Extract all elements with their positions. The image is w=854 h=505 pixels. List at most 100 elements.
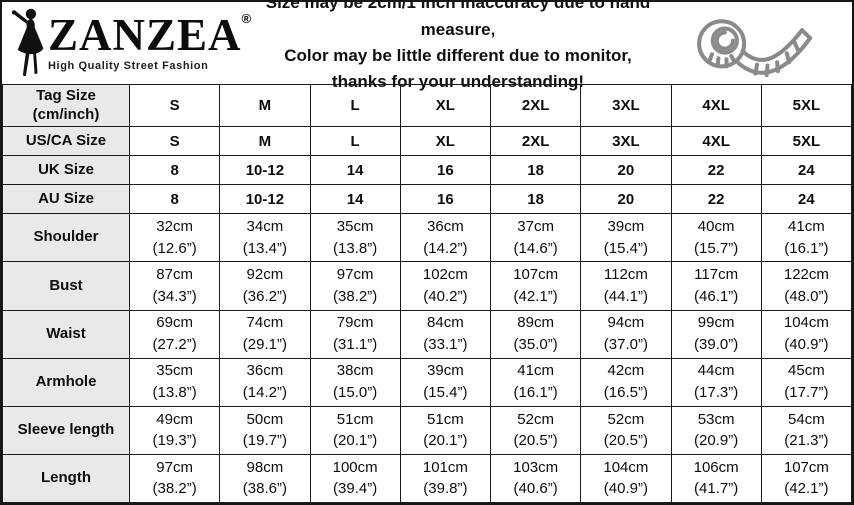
size-cell: 20 [580, 155, 672, 186]
measure-cell: 84cm (33.1”) [399, 309, 492, 359]
measure-cell: 100cm (39.4”) [309, 453, 401, 503]
size-cell: 4XL [670, 83, 762, 128]
measure-cell: 69cm (27.2”) [128, 309, 221, 359]
row-label-armhole: Armhole [2, 357, 130, 407]
size-cell: 2XL [489, 126, 582, 157]
size-cell: 16 [399, 155, 492, 186]
measure-cell: 103cm (40.6”) [489, 453, 582, 503]
size-cell: 18 [489, 184, 582, 215]
row-label-bust: Bust [2, 261, 130, 311]
measure-cell: 97cm (38.2”) [309, 261, 401, 311]
size-cell: S [128, 83, 221, 128]
measure-cell: 39cm (15.4”) [580, 213, 672, 263]
measure-cell: 39cm (15.4”) [399, 357, 492, 407]
measure-cell: 87cm (34.3”) [128, 261, 221, 311]
measure-cell: 99cm (39.0”) [670, 309, 762, 359]
row-label-length: Length [2, 453, 130, 503]
measure-cell: 104cm (40.9”) [580, 453, 672, 503]
measure-cell: 51cm (20.1”) [309, 405, 401, 455]
size-cell: 8 [128, 155, 221, 186]
measure-cell: 37cm (14.6”) [489, 213, 582, 263]
size-cell: 18 [489, 155, 582, 186]
measure-cell: 52cm (20.5”) [489, 405, 582, 455]
header: ZANZEA ® High Quality Street Fashion Siz… [2, 2, 852, 91]
measure-cell: 89cm (35.0”) [489, 309, 582, 359]
measure-cell: 51cm (20.1”) [399, 405, 492, 455]
measure-cell: 117cm (46.1”) [670, 261, 762, 311]
measure-row-bust: Bust 87cm (34.3”) 92cm (36.2”) 97cm (38.2”) 102… [2, 261, 852, 311]
measure-cell: 98cm (38.6”) [219, 453, 311, 503]
size-cell: 22 [670, 184, 762, 215]
row-label-uk-size: UK Size [2, 155, 130, 186]
measure-cell: 79cm (31.1”) [309, 309, 401, 359]
size-row-us-ca-size: US/CA Size S M L XL 2XL 3XL 4XL 5XL [2, 126, 852, 157]
size-cell: 24 [760, 155, 852, 186]
measure-cell: 49cm (19.3”) [128, 405, 221, 455]
size-cell: L [309, 126, 401, 157]
size-row-au-size: AU Size 8 10-12 14 16 18 20 22 24 [2, 184, 852, 215]
measure-cell: 74cm (29.1”) [219, 309, 311, 359]
notice-line-2: Color may be little different due to mon… [284, 46, 632, 65]
size-cell: 20 [580, 184, 672, 215]
row-label-shoulder: Shoulder [2, 213, 130, 263]
measure-cell: 32cm (12.6”) [128, 213, 221, 263]
tape-measure-icon [697, 19, 813, 78]
measure-cell: 53cm (20.9”) [670, 405, 762, 455]
measure-cell: 38cm (15.0”) [309, 357, 401, 407]
measure-row-shoulder: Shoulder 32cm (12.6”) 34cm (13.4”) 35cm (13.8”… [2, 213, 852, 263]
measure-cell: 52cm (20.5”) [580, 405, 672, 455]
row-label-tag-size: Tag Size (cm/inch) [2, 83, 130, 128]
measure-cell: 97cm (38.2”) [128, 453, 221, 503]
size-cell: 8 [128, 184, 221, 215]
size-cell: 4XL [670, 126, 762, 157]
measure-cell: 45cm (17.7”) [760, 357, 852, 407]
notice-line-1: Size may be 2cm/1 inch inaccuracy due to… [265, 0, 651, 39]
size-cell: 5XL [760, 126, 852, 157]
size-cell: 3XL [580, 126, 672, 157]
size-cell: 10-12 [219, 184, 311, 215]
measure-cell: 104cm (40.9”) [760, 309, 852, 359]
measure-cell: 35cm (13.8”) [309, 213, 401, 263]
measure-cell: 40cm (15.7”) [670, 213, 762, 263]
measure-cell: 35cm (13.8”) [128, 357, 221, 407]
size-cell: 16 [399, 184, 492, 215]
measure-cell: 34cm (13.4”) [219, 213, 311, 263]
measure-row-armhole: Armhole 35cm (13.8”) 36cm (14.2”) 38cm (15.0”)… [2, 357, 852, 407]
size-cell: 14 [309, 184, 401, 215]
measure-cell: 36cm (14.2”) [399, 213, 492, 263]
size-row-tag-size: Tag Size (cm/inch) S M L XL 2XL 3XL 4XL 5XL [2, 83, 852, 128]
size-cell: S [128, 126, 221, 157]
row-label-au-size: AU Size [2, 184, 130, 215]
size-cell: 2XL [489, 83, 582, 128]
measure-cell: 122cm (48.0”) [760, 261, 852, 311]
size-cell: L [309, 83, 401, 128]
measure-cell: 41cm (16.1”) [489, 357, 582, 407]
measure-row-waist: Waist 69cm (27.2”) 74cm (29.1”) 79cm (31.1”) 84… [2, 309, 852, 359]
measure-cell: 41cm (16.1”) [760, 213, 852, 263]
row-label-waist: Waist [2, 309, 130, 359]
woman-silhouette-icon [11, 8, 44, 77]
measure-cell: 50cm (19.7”) [219, 405, 311, 455]
size-cell: 22 [670, 155, 762, 186]
size-cell: XL [399, 126, 492, 157]
measure-cell: 101cm (39.8”) [399, 453, 492, 503]
measure-cell: 94cm (37.0”) [580, 309, 672, 359]
brand-tagline: High Quality Street Fashion [48, 59, 209, 72]
measure-cell: 36cm (14.2”) [219, 357, 311, 407]
row-label-sleeve-length: Sleeve length [2, 405, 130, 455]
measure-cell: 44cm (17.3”) [670, 357, 762, 407]
size-cell: XL [399, 83, 492, 128]
measure-row-length: Length 97cm (38.2”) 98cm (38.6”) 100cm (39.4”)… [2, 453, 852, 503]
notice-text: Size may be 2cm/1 inch inaccuracy due to… [244, 0, 678, 96]
size-cell: 24 [760, 184, 852, 215]
measure-cell: 92cm (36.2”) [219, 261, 311, 311]
measure-cell: 107cm (42.1”) [760, 453, 852, 503]
measure-cell: 107cm (42.1”) [489, 261, 582, 311]
row-label-us-ca-size: US/CA Size [2, 126, 130, 157]
brand-text-block: ZANZEA ® High Quality Street Fashion [48, 12, 251, 72]
size-cell: 14 [309, 155, 401, 186]
size-chart-table: Tag Size (cm/inch) S M L XL 2XL 3XL 4XL 5XL US/CA … [2, 83, 852, 503]
measure-cell: 102cm (40.2”) [399, 261, 492, 311]
measure-cell: 42cm (16.5”) [580, 357, 672, 407]
